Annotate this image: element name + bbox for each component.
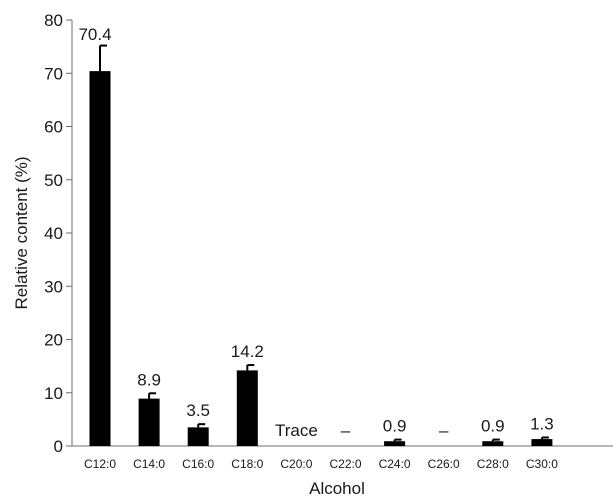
- bar: [187, 427, 209, 446]
- y-tick-label: 70: [44, 64, 63, 83]
- y-tick-label: 40: [44, 224, 63, 243]
- y-tick-label: 20: [44, 331, 63, 350]
- y-axis-ticks: 0 10 20 30 40 50 60 70 80: [44, 11, 72, 456]
- bar: [236, 370, 258, 446]
- y-tick-label: 30: [44, 277, 63, 296]
- y-tick-label: 0: [54, 437, 63, 456]
- data-label: –: [341, 421, 351, 440]
- data-label: 14.2: [231, 342, 264, 361]
- bars: [89, 71, 553, 447]
- bar: [482, 441, 504, 446]
- x-category-label: C16:0: [182, 457, 214, 471]
- data-label: 0.9: [383, 417, 407, 436]
- x-category-label: C24:0: [379, 457, 411, 471]
- data-label: 3.5: [186, 401, 210, 420]
- x-axis-categories: C12:0 C14:0 C16:0 C18:0 C20:0 C22:0 C24:0 C26:0…: [84, 457, 558, 471]
- bar: [384, 441, 406, 446]
- data-label: 0.9: [481, 417, 505, 436]
- x-category-label: C30:0: [526, 457, 558, 471]
- data-labels: 70.4 8.9 3.5 14.2 Trace – 0.9 – 0.9 1.3: [78, 25, 553, 440]
- y-tick-label: 50: [44, 171, 63, 190]
- bar: [89, 71, 111, 447]
- x-category-label: C22:0: [329, 457, 361, 471]
- x-category-label: C18:0: [231, 457, 263, 471]
- data-label: 8.9: [137, 370, 161, 389]
- data-label: 70.4: [78, 25, 111, 44]
- data-label: –: [439, 421, 449, 440]
- data-label: Trace: [275, 421, 318, 440]
- x-category-label: C12:0: [84, 457, 116, 471]
- y-tick-label: 60: [44, 118, 63, 137]
- y-tick-label: 10: [44, 384, 63, 403]
- data-label: 1.3: [530, 414, 554, 433]
- x-category-label: C28:0: [477, 457, 509, 471]
- y-axis-title: Relative content (%): [12, 156, 31, 309]
- y-tick-label: 80: [44, 11, 63, 30]
- bar: [531, 439, 553, 446]
- x-category-label: C26:0: [428, 457, 460, 471]
- error-bars: [99, 44, 549, 442]
- x-category-label: C14:0: [133, 457, 165, 471]
- bar: [138, 398, 160, 446]
- x-axis-title: Alcohol: [309, 479, 365, 498]
- x-category-label: C20:0: [280, 457, 312, 471]
